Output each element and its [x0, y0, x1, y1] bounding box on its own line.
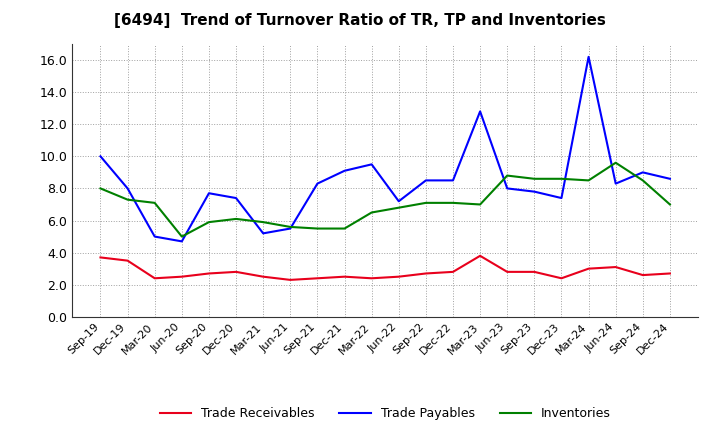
- Trade Payables: [421, 178, 430, 183]
- Inventories: [421, 200, 430, 205]
- Trade Receivables: [584, 266, 593, 271]
- Trade Receivables: [204, 271, 213, 276]
- Inventories: [611, 160, 620, 165]
- Text: [6494]  Trend of Turnover Ratio of TR, TP and Inventories: [6494] Trend of Turnover Ratio of TR, TP…: [114, 13, 606, 28]
- Line: Inventories: Inventories: [101, 163, 670, 237]
- Inventories: [286, 224, 294, 230]
- Inventories: [476, 202, 485, 207]
- Line: Trade Receivables: Trade Receivables: [101, 256, 670, 280]
- Line: Trade Payables: Trade Payables: [101, 57, 670, 242]
- Inventories: [96, 186, 105, 191]
- Trade Receivables: [286, 277, 294, 282]
- Trade Payables: [96, 154, 105, 159]
- Inventories: [232, 216, 240, 222]
- Inventories: [178, 234, 186, 239]
- Trade Receivables: [395, 274, 403, 279]
- Inventories: [341, 226, 349, 231]
- Trade Receivables: [665, 271, 674, 276]
- Trade Receivables: [449, 269, 457, 275]
- Trade Receivables: [259, 274, 268, 279]
- Trade Receivables: [421, 271, 430, 276]
- Trade Receivables: [367, 275, 376, 281]
- Trade Payables: [286, 226, 294, 231]
- Trade Receivables: [611, 264, 620, 270]
- Trade Receivables: [96, 255, 105, 260]
- Trade Payables: [665, 176, 674, 181]
- Trade Receivables: [530, 269, 539, 275]
- Trade Receivables: [503, 269, 511, 275]
- Trade Receivables: [639, 272, 647, 278]
- Legend: Trade Receivables, Trade Payables, Inventories: Trade Receivables, Trade Payables, Inven…: [155, 402, 616, 425]
- Trade Payables: [232, 195, 240, 201]
- Inventories: [123, 197, 132, 202]
- Trade Payables: [449, 178, 457, 183]
- Inventories: [557, 176, 566, 181]
- Trade Payables: [476, 109, 485, 114]
- Trade Payables: [259, 231, 268, 236]
- Inventories: [204, 220, 213, 225]
- Trade Payables: [557, 195, 566, 201]
- Inventories: [639, 178, 647, 183]
- Trade Receivables: [150, 275, 159, 281]
- Inventories: [259, 220, 268, 225]
- Trade Receivables: [313, 275, 322, 281]
- Trade Payables: [123, 186, 132, 191]
- Trade Payables: [178, 239, 186, 244]
- Trade Receivables: [557, 275, 566, 281]
- Trade Payables: [395, 198, 403, 204]
- Inventories: [449, 200, 457, 205]
- Trade Receivables: [178, 274, 186, 279]
- Inventories: [503, 173, 511, 178]
- Trade Receivables: [341, 274, 349, 279]
- Trade Receivables: [123, 258, 132, 263]
- Inventories: [530, 176, 539, 181]
- Trade Receivables: [232, 269, 240, 275]
- Inventories: [395, 205, 403, 210]
- Trade Payables: [367, 162, 376, 167]
- Trade Payables: [341, 168, 349, 173]
- Inventories: [150, 200, 159, 205]
- Trade Payables: [204, 191, 213, 196]
- Inventories: [367, 210, 376, 215]
- Trade Payables: [503, 186, 511, 191]
- Inventories: [584, 178, 593, 183]
- Trade Payables: [611, 181, 620, 186]
- Trade Payables: [584, 54, 593, 59]
- Trade Payables: [530, 189, 539, 194]
- Inventories: [313, 226, 322, 231]
- Trade Receivables: [476, 253, 485, 258]
- Trade Payables: [150, 234, 159, 239]
- Inventories: [665, 202, 674, 207]
- Trade Payables: [313, 181, 322, 186]
- Trade Payables: [639, 170, 647, 175]
